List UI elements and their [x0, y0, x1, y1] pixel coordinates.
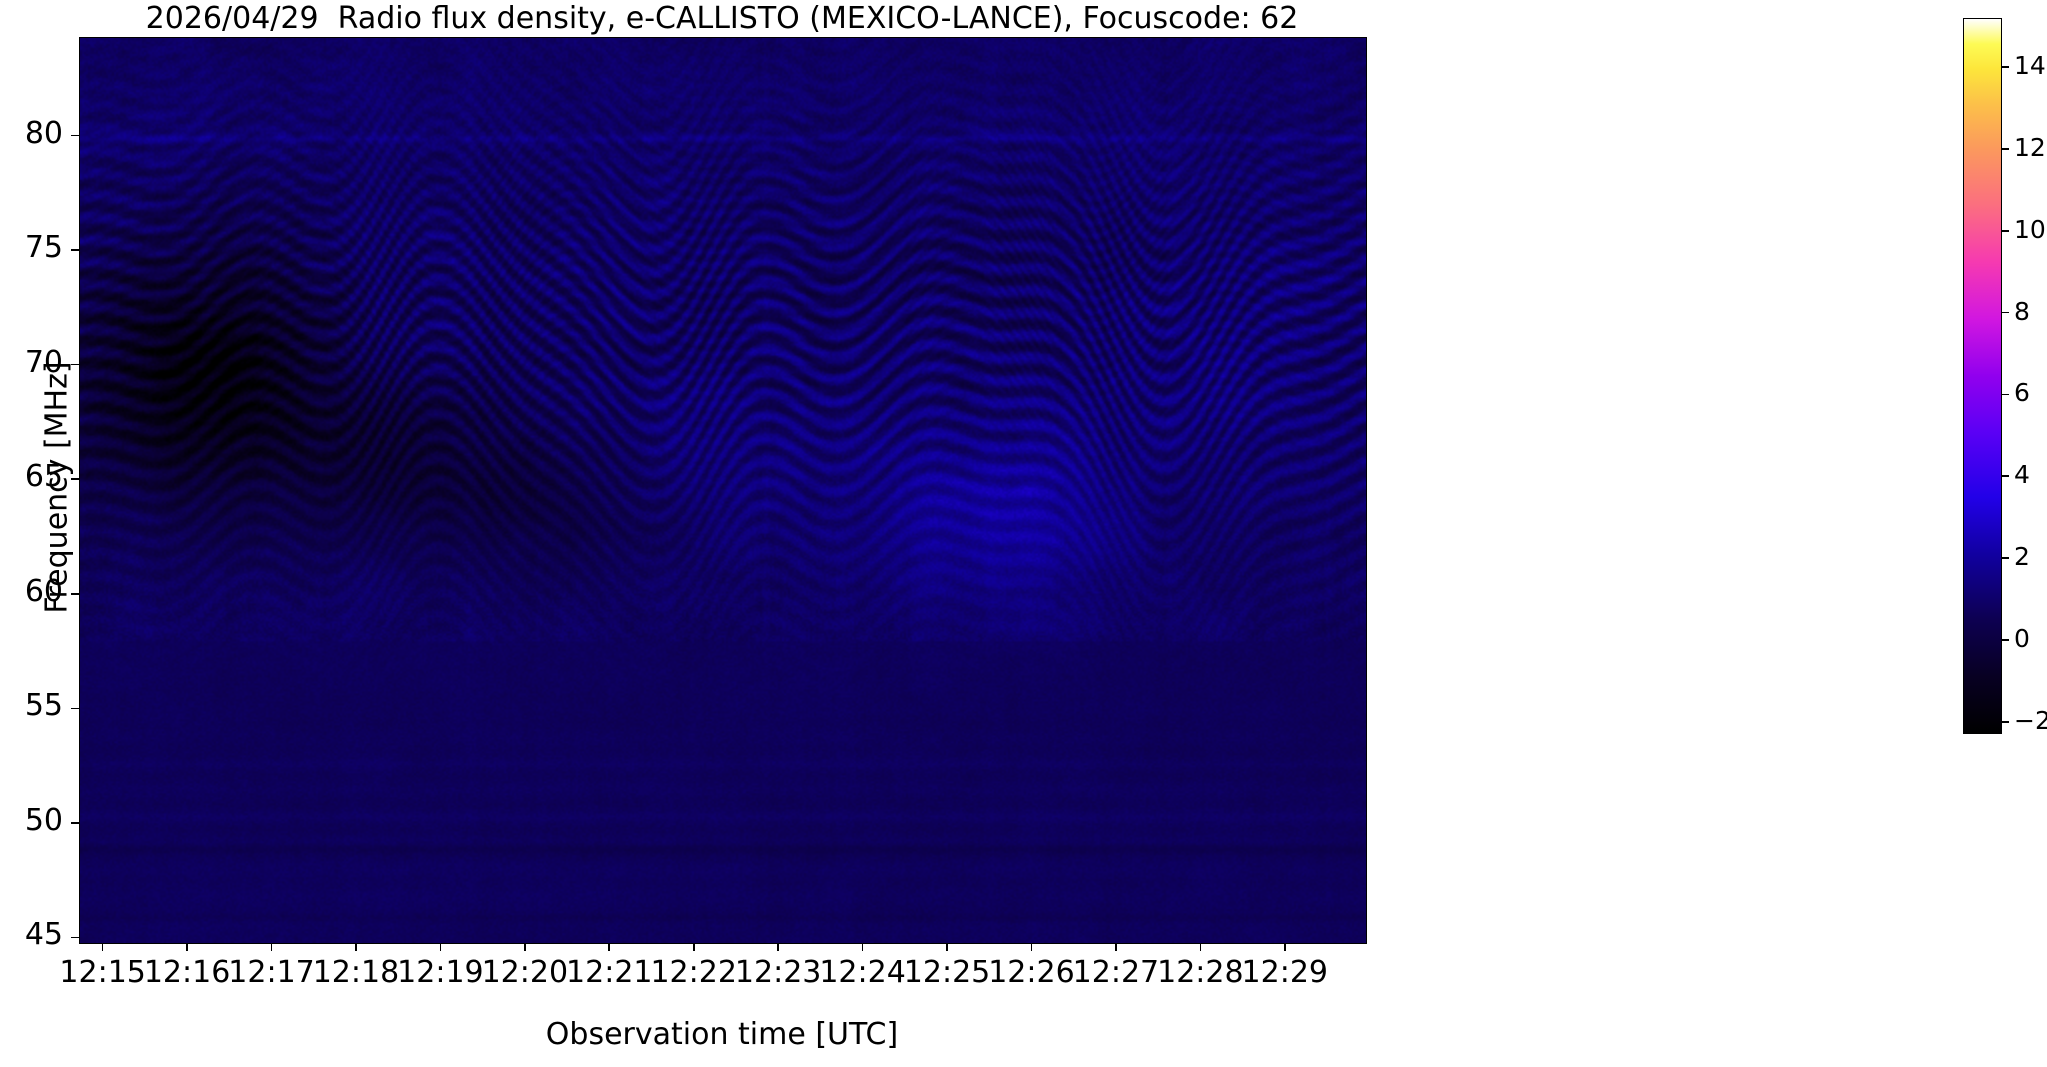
x-axis-tick-label: 12:21 [566, 955, 653, 990]
colorbar-tick-mark [2002, 66, 2009, 68]
colorbar-gradient [1963, 18, 2002, 734]
y-axis-label: Frequency [MHz] [39, 361, 75, 614]
y-axis-tick-label: 45 [24, 917, 63, 953]
x-axis-tick-mark [186, 943, 188, 951]
y-axis-tick-mark [71, 363, 79, 366]
colorbar-tick-mark [2002, 720, 2009, 723]
colorbar-tick-mark [2002, 557, 2009, 559]
y-axis-tick-label: 70 [24, 344, 63, 380]
y-axis-tick-mark [71, 249, 79, 251]
x-axis-tick-label: 12:27 [1072, 955, 1160, 990]
x-axis-tick-label: 12:22 [650, 955, 737, 990]
y-axis-tick-mark [71, 707, 79, 710]
x-axis-tick-mark [101, 943, 104, 951]
x-axis-tick-mark [1115, 943, 1117, 951]
colorbar-tick-label: 4 [2014, 460, 2030, 490]
x-axis-tick-mark [608, 943, 611, 951]
y-axis-tick-mark [71, 478, 79, 480]
colorbar-tick-mark [2002, 148, 2009, 150]
x-axis-tick-label: 12:16 [143, 955, 231, 990]
x-axis-tick-mark [1283, 943, 1286, 951]
x-axis-tick-mark [355, 943, 357, 951]
x-axis-tick-mark [524, 943, 526, 951]
colorbar-tick-label: −2 [2014, 705, 2047, 735]
colorbar-tick-mark [2002, 639, 2009, 641]
y-axis-tick-label: 55 [24, 688, 63, 724]
x-axis-tick-mark [270, 943, 273, 951]
x-axis-tick-label: 12:15 [59, 955, 146, 990]
colorbar-tick-label: 10 [2014, 214, 2046, 244]
y-axis-tick-label: 50 [24, 802, 63, 838]
x-axis-tick-label: 12:25 [903, 955, 991, 990]
y-axis-tick-mark [71, 592, 79, 595]
colorbar-tick-mark [2002, 311, 2009, 314]
x-axis-tick-mark [777, 943, 779, 951]
y-axis-tick-label: 80 [24, 115, 63, 151]
x-axis-tick-label: 12:23 [734, 955, 822, 990]
x-axis-tick-label: 12:18 [312, 955, 400, 990]
colorbar-tick-label: 8 [2014, 296, 2030, 326]
y-axis-tick-mark [71, 936, 79, 939]
x-axis-tick-mark [1030, 943, 1033, 951]
y-axis-tick-mark [71, 134, 79, 137]
x-axis-label: Observation time [UTC] [545, 1017, 899, 1052]
x-axis-tick-label: 12:19 [397, 955, 484, 990]
x-axis-tick-label: 12:24 [819, 955, 906, 990]
colorbar-tick-mark [2002, 229, 2009, 232]
x-axis-tick-mark [439, 943, 442, 951]
colorbar-tick-label: 12 [2014, 132, 2046, 162]
colorbar[interactable]: −2 0 2 4 6 8 10 12 14 [1963, 18, 2047, 735]
x-axis-tick-mark [861, 943, 864, 951]
colorbar-tick-label: 6 [2014, 378, 2030, 408]
x-axis-tick-label: 12:26 [988, 955, 1075, 990]
colorbar-tick-label: 14 [2014, 51, 2046, 81]
page-title: 2026/04/29 Radio flux density, e-CALLIST… [145, 1, 1299, 36]
x-axis-tick-label: 12:28 [1157, 955, 1244, 990]
spectrogram-plot-area[interactable] [79, 37, 1367, 944]
y-axis-tick-mark [71, 822, 79, 824]
x-axis-tick-label: 12:20 [481, 955, 569, 990]
x-axis-tick-label: 12:17 [228, 955, 315, 990]
colorbar-tick-label: 2 [2014, 542, 2030, 572]
x-axis-tick-mark [692, 943, 695, 951]
y-axis-tick-label: 75 [24, 230, 63, 266]
y-axis-tick-label: 65 [24, 459, 63, 495]
colorbar-tick-label: 0 [2014, 623, 2030, 653]
colorbar-tick-mark [2002, 475, 2009, 478]
x-axis-tick-mark [946, 943, 948, 951]
y-axis-tick-label: 60 [24, 573, 63, 609]
x-axis-tick-mark [1199, 943, 1202, 951]
x-axis-tick-label: 12:29 [1241, 955, 1329, 990]
spectrogram-image [80, 38, 1366, 943]
colorbar-tick-mark [2002, 393, 2009, 396]
